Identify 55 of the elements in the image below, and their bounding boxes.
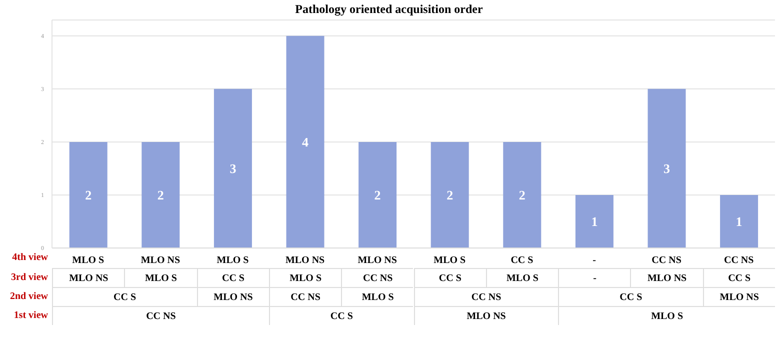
data-label: 4 xyxy=(302,134,309,150)
bar xyxy=(358,142,397,248)
text: CC S xyxy=(52,287,197,306)
text: MLO S xyxy=(124,268,197,287)
text: MLO S xyxy=(341,287,414,306)
bar xyxy=(430,142,469,248)
x-tick-label: MLO NS xyxy=(358,255,398,266)
data-label: 2 xyxy=(157,188,164,203)
x-tick-label: - xyxy=(592,255,596,266)
data-label: 3 xyxy=(230,161,237,176)
data-label: 3 xyxy=(664,161,670,176)
x-tick-label: MLO S xyxy=(216,255,250,266)
bar xyxy=(142,142,180,248)
text: CC NS xyxy=(268,287,342,306)
x-tick-label: MLO NS xyxy=(140,255,180,266)
bar xyxy=(575,194,614,248)
x-tick-label: CC S xyxy=(510,255,534,266)
x-tick-label: MLO S xyxy=(72,255,105,266)
bar xyxy=(720,194,758,248)
data-label: 2 xyxy=(518,188,526,203)
text: CC NS xyxy=(341,268,414,287)
data-label: 2 xyxy=(374,188,381,203)
data-label: 1 xyxy=(736,214,742,230)
data-label: 2 xyxy=(85,188,92,203)
text: 1st view xyxy=(12,309,48,323)
data-label: 1 xyxy=(591,214,598,230)
text: CC NS xyxy=(414,287,558,306)
text: CC S xyxy=(702,268,775,287)
text: - xyxy=(558,268,630,287)
text: MLO NS xyxy=(414,306,558,325)
text: 3rd view xyxy=(10,271,48,285)
text: MLO NS xyxy=(702,287,775,306)
text: CC S xyxy=(558,287,703,306)
text: MLO S xyxy=(486,268,558,287)
text: MLO S xyxy=(558,306,775,325)
chart-title: Pathology oriented acquisition order xyxy=(294,2,484,17)
text: MLO NS xyxy=(196,287,269,306)
bar xyxy=(286,36,324,248)
x-tick-label: CC NS xyxy=(724,255,754,266)
bar xyxy=(503,142,542,248)
text: MLO NS xyxy=(52,268,124,287)
bar xyxy=(214,88,252,248)
text: CC NS xyxy=(52,306,269,325)
text: CC S xyxy=(414,268,486,287)
x-tick-label: CC NS xyxy=(652,255,682,266)
text: 2nd view xyxy=(8,290,48,304)
bar xyxy=(69,142,108,248)
data-label: 2 xyxy=(446,188,454,203)
x-tick-label: MLO S xyxy=(434,255,466,266)
text: CC S xyxy=(196,268,269,287)
text: MLO NS xyxy=(630,268,703,287)
text: MLO S xyxy=(268,268,342,287)
text: CC S xyxy=(268,306,414,325)
x-tick-label: MLO NS xyxy=(285,255,326,266)
bar xyxy=(648,88,686,248)
